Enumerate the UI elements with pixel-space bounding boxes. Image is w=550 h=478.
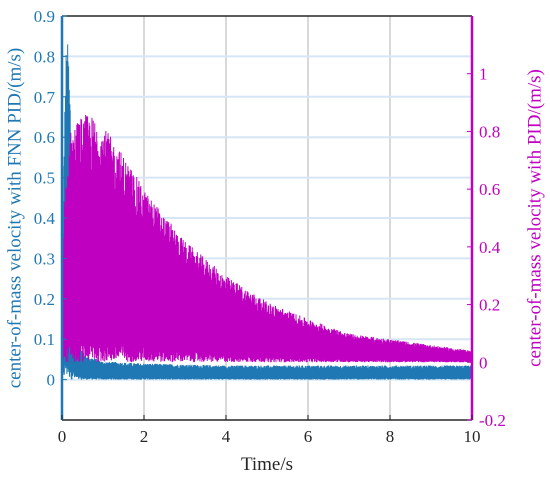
x-axis-title: Time/s xyxy=(241,454,293,475)
y-left-tick-label: 0.8 xyxy=(34,47,55,66)
y-right-tick-label: 1 xyxy=(479,65,488,84)
x-tick-label: 10 xyxy=(464,427,481,446)
y-right-tick-label: 0.8 xyxy=(479,122,500,141)
y-left-tick-label: 0.4 xyxy=(34,209,56,228)
y-left-tick-label: 0.9 xyxy=(34,7,55,26)
y-right-tick-label: -0.2 xyxy=(479,411,506,430)
x-tick-label: 8 xyxy=(386,427,395,446)
y-left-tick-label: 0.7 xyxy=(34,88,56,107)
axes xyxy=(60,15,474,421)
series-layer xyxy=(61,44,473,380)
x-tick-label: 4 xyxy=(222,427,231,446)
tick-labels: 0 2 4 6 8 1000.10.20.30.40.50.60.70.80.9-0.20… xyxy=(34,7,506,446)
x-tick-label: 2 xyxy=(140,427,149,446)
y-left-tick-label: 0.1 xyxy=(34,330,55,349)
y-right-tick-label: 0.4 xyxy=(479,238,501,257)
y-right-tick-label: 0.2 xyxy=(479,296,500,315)
y-left-tick-label: 0 xyxy=(47,371,56,390)
y-left-tick-label: 0.3 xyxy=(34,249,55,268)
series-pid-line xyxy=(61,115,473,363)
y-right-tick-label: 0 xyxy=(479,353,488,372)
y-left-tick-label: 0.6 xyxy=(34,128,55,147)
y-axis-left-title: center-of-mass velocity with FNN PID/(m/… xyxy=(4,48,25,389)
x-tick-label: 6 xyxy=(304,427,313,446)
x-tick-label: 0 xyxy=(58,427,67,446)
series-fnn-pid-line xyxy=(61,44,473,380)
y-left-tick-label: 0.5 xyxy=(34,169,55,188)
y-axis-right-title: center-of-mass velocity with PID/(m/s) xyxy=(524,69,545,367)
y-right-tick-label: 0.6 xyxy=(479,180,500,199)
y-left-tick-label: 0.2 xyxy=(34,290,55,309)
